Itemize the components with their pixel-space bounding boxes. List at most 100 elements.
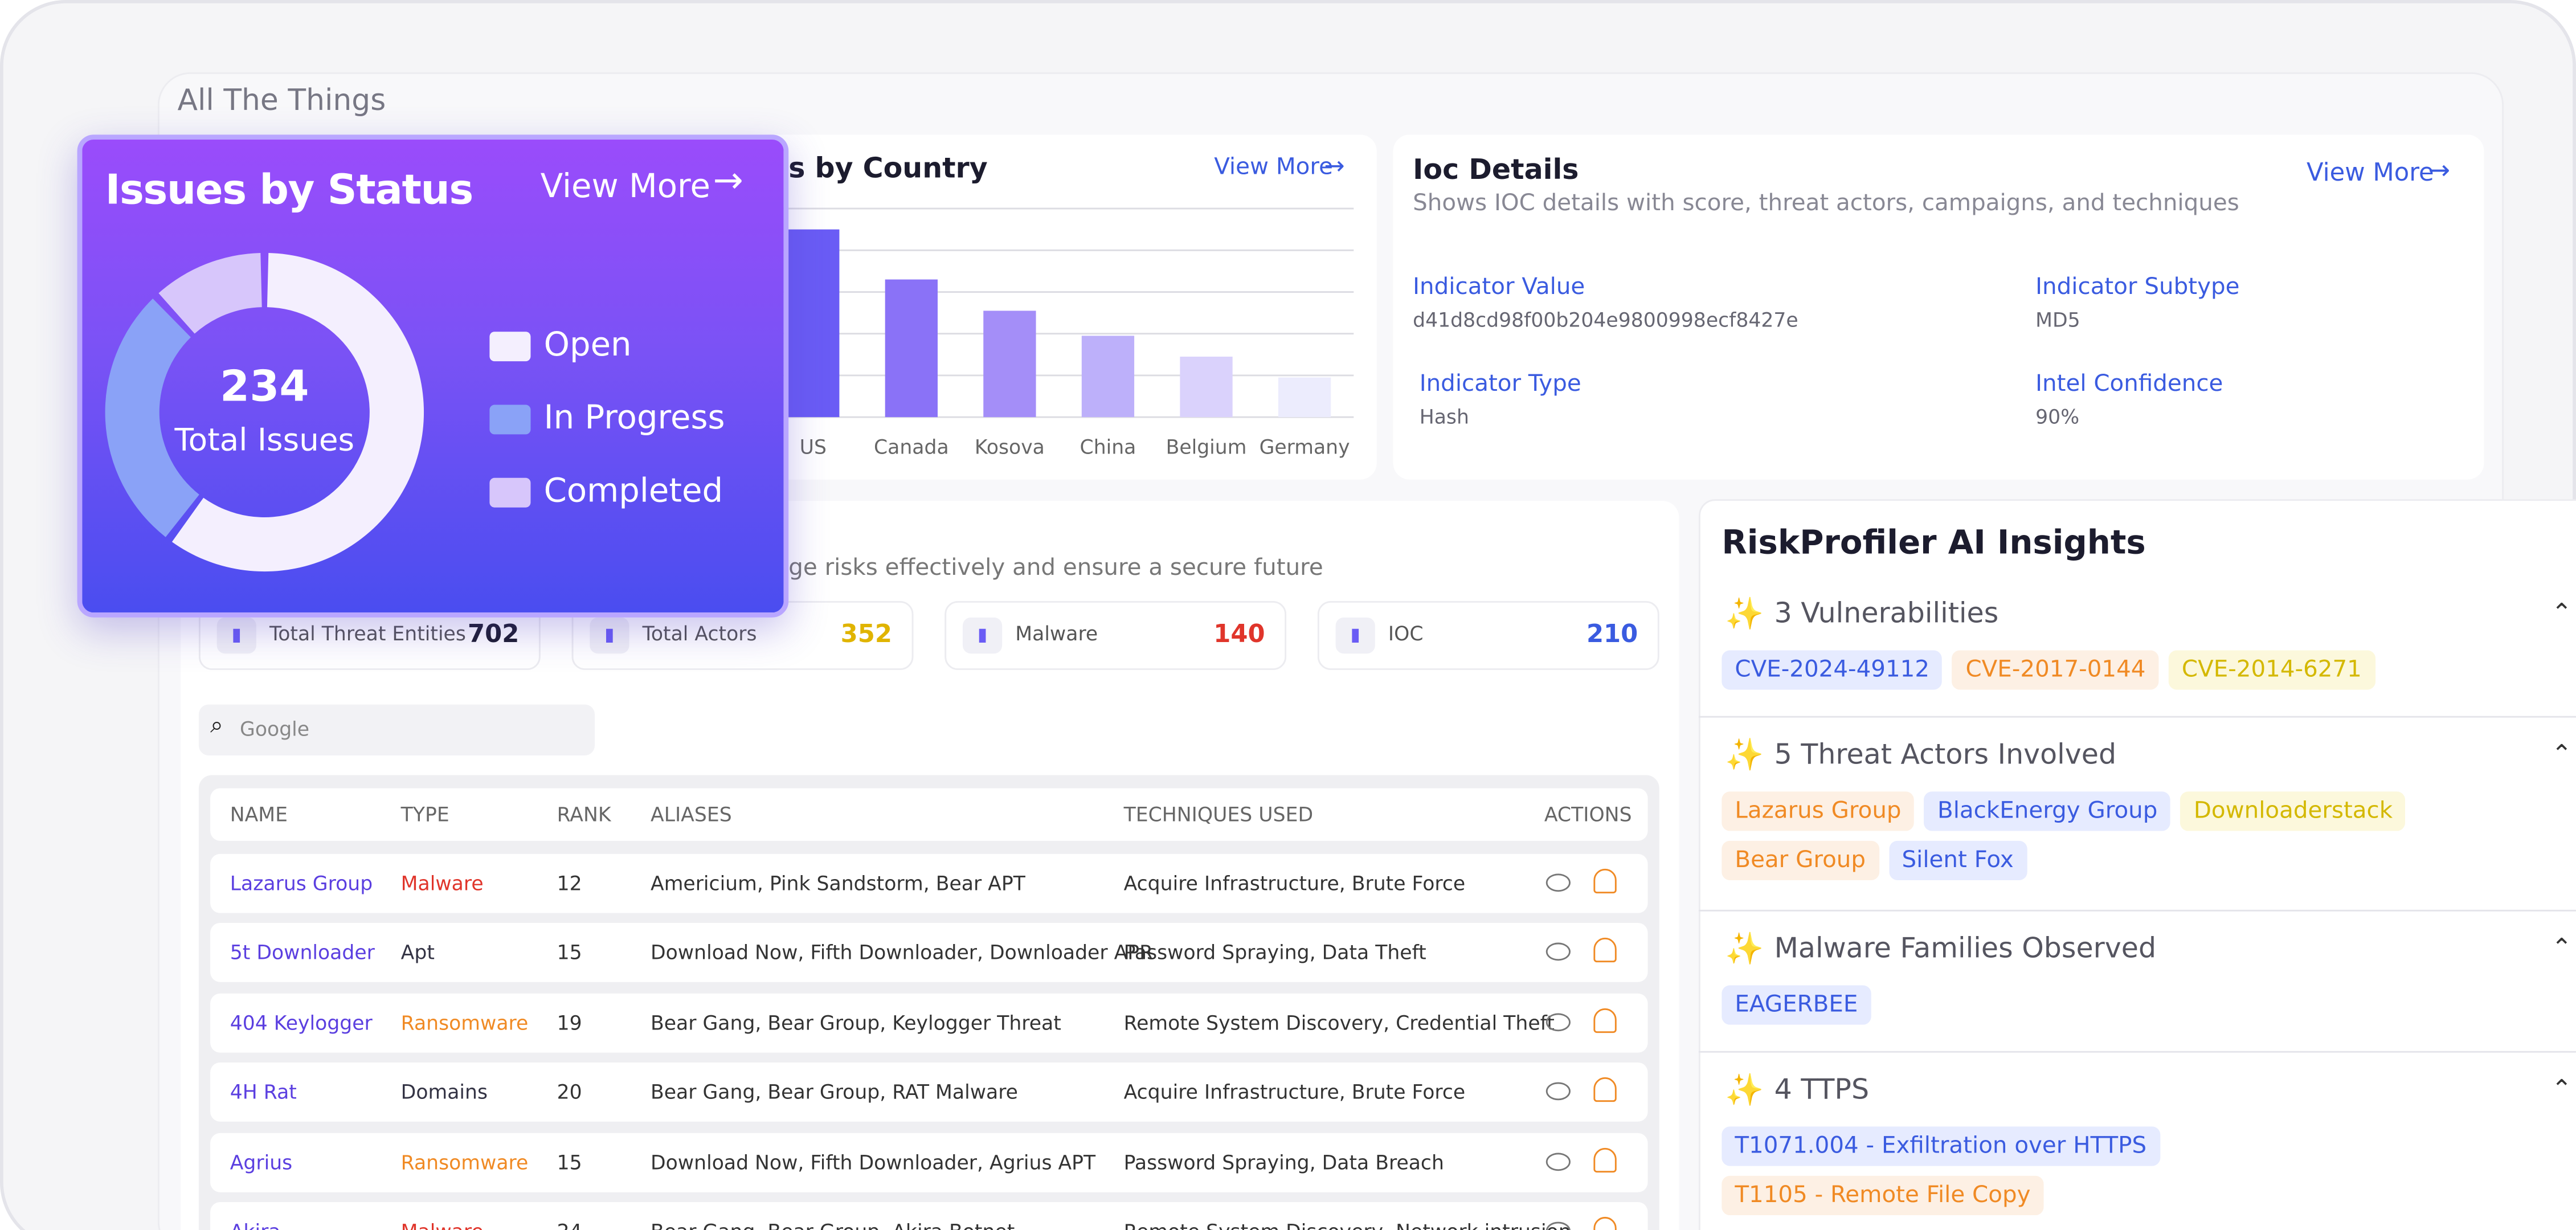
field-label: Indicator Type [1419, 371, 1581, 398]
table-row [210, 923, 1648, 983]
table-row [210, 1132, 1648, 1192]
row-name[interactable]: Lazarus Group [230, 872, 373, 895]
view-more-link[interactable]: View More [1214, 154, 1333, 181]
stat-icon: ▮ [1335, 617, 1375, 654]
stat-label: Malware [1015, 622, 1098, 645]
column-header: RANK [557, 803, 611, 826]
sparkle-icon: ✨ [1725, 931, 1764, 967]
sparkle-icon: ✨ [1725, 737, 1764, 774]
bar [1278, 377, 1331, 418]
search-box[interactable]: ⌕ Google [198, 704, 595, 755]
alert-icon[interactable] [1593, 868, 1617, 894]
table-row [210, 1063, 1648, 1122]
column-header: NAME [230, 803, 288, 826]
x-tick-label: Belgium [1166, 436, 1247, 459]
row-type: Malware [400, 872, 484, 895]
row-type: Malware [401, 1220, 484, 1230]
tag: CVE-2024-49112 [1722, 650, 1943, 690]
stat-label: Total Threat Entities [269, 622, 466, 645]
row-type: Apt [400, 941, 435, 965]
row-techniques: Password Spraying, Data Theft [1123, 941, 1426, 965]
alert-icon[interactable] [1593, 1077, 1617, 1102]
view-icon[interactable] [1545, 1012, 1571, 1031]
bar [1180, 356, 1233, 418]
graphic: Open In Progress Completed 234 Total Issues [105, 252, 725, 572]
divider [1698, 909, 2576, 912]
stat-label: IOC [1388, 622, 1424, 645]
row-name[interactable]: Agrius [230, 1150, 293, 1174]
row-name[interactable]: Akira [230, 1220, 281, 1230]
tag: CVE-2014-6271 [2168, 650, 2375, 690]
chevron-icon[interactable]: ⌃ [2551, 1074, 2572, 1104]
row-name[interactable]: 5t Downloader [230, 941, 375, 965]
row-aliases: Americium, Pink Sandstorm, Bear APT [651, 872, 1025, 895]
arrow-icon: → [1324, 151, 1345, 181]
row-techniques: Remote System Discovery, Network intrusi… [1124, 1220, 1571, 1230]
row-rank: 19 [557, 1011, 582, 1035]
search-placeholder: Google [240, 717, 310, 741]
column-header: ALIASES [651, 803, 732, 826]
sparkle-icon: ✨ [1725, 1072, 1764, 1109]
section-title: 4 TTPS [1774, 1074, 1870, 1107]
stat-card: ▮ IOC 210 [1317, 600, 1659, 671]
bar [983, 310, 1036, 418]
row-aliases: Bear Gang, Bear Group, Keylogger Threat [651, 1011, 1061, 1035]
row-rank: 24 [557, 1220, 582, 1230]
row-aliases: Bear Gang, Bear Group, Akira Botnet [651, 1220, 1015, 1230]
column-header: TYPE [400, 803, 449, 826]
alert-icon[interactable] [1593, 1147, 1617, 1172]
stat-icon: ▮ [962, 617, 1003, 654]
tag: T1071.004 - Exfiltration over HTTPS [1722, 1126, 2160, 1166]
row-aliases: Download Now, Fifth Downloader, Agrius A… [651, 1150, 1096, 1174]
divider [1698, 716, 2576, 718]
donut-segment [105, 299, 199, 537]
section-title: 5 Threat Actors Involved [1774, 739, 2117, 772]
tag: Lazarus Group [1722, 791, 1915, 831]
bar [885, 279, 938, 418]
divider [1698, 1051, 2576, 1053]
view-icon[interactable] [1545, 943, 1571, 962]
view-more-link[interactable]: View More [540, 166, 711, 206]
row-type: Ransomware [400, 1011, 529, 1035]
table-row [210, 1202, 1648, 1230]
tag-list: EAGERBEE [1722, 985, 2510, 1025]
alert-icon[interactable] [1593, 1008, 1617, 1033]
x-tick-label: China [1080, 436, 1136, 459]
field-label: Indicator Subtype [2035, 274, 2240, 301]
center-label: Total Issues [174, 422, 355, 458]
stat-icon: ▮ [590, 617, 629, 654]
column-header: ACTIONS [1544, 803, 1632, 826]
table-row [210, 993, 1648, 1053]
row-aliases: Download Now, Fifth Downloader, Download… [651, 941, 1154, 965]
sparkle-icon: ✨ [1725, 596, 1764, 632]
x-tick-label: Germany [1260, 436, 1350, 459]
view-icon[interactable] [1545, 873, 1571, 892]
legend-swatch [489, 477, 531, 508]
x-tick-label: Kosova [975, 436, 1045, 459]
chevron-icon[interactable]: ⌃ [2551, 933, 2572, 963]
view-icon[interactable] [1545, 1082, 1571, 1101]
ioc-title: Ioc Details [1413, 154, 1579, 187]
view-more-link[interactable]: View More [2306, 157, 2434, 187]
donut-title: Issues by Status [105, 166, 474, 214]
row-techniques: Password Spraying, Data Breach [1123, 1150, 1444, 1174]
legend-label: In Progress [544, 398, 725, 436]
chevron-icon[interactable]: ⌃ [2551, 739, 2572, 769]
row-techniques: Acquire Infrastructure, Brute Force [1123, 872, 1466, 895]
stat-card: ▮ Malware 140 [944, 600, 1287, 671]
alert-icon[interactable] [1593, 938, 1617, 963]
tag-list: CVE-2024-49112 CVE-2017-0144 CVE-2014-6271 [1722, 650, 2510, 690]
row-type: Domains [400, 1081, 488, 1104]
ioc-subtitle: Shows IOC details with score, threat act… [1413, 190, 2239, 217]
chevron-icon[interactable]: ⌃ [2551, 598, 2572, 628]
field-label: Indicator Value [1413, 274, 1585, 301]
tag: BlackEnergy Group [1924, 791, 2171, 831]
view-icon[interactable] [1545, 1152, 1571, 1171]
row-rank: 12 [557, 872, 582, 895]
legend-swatch [489, 332, 531, 362]
stat-label: Total Actors [642, 622, 757, 645]
row-name[interactable]: 4H Rat [230, 1081, 297, 1104]
row-name[interactable]: 404 Keylogger [230, 1011, 373, 1035]
